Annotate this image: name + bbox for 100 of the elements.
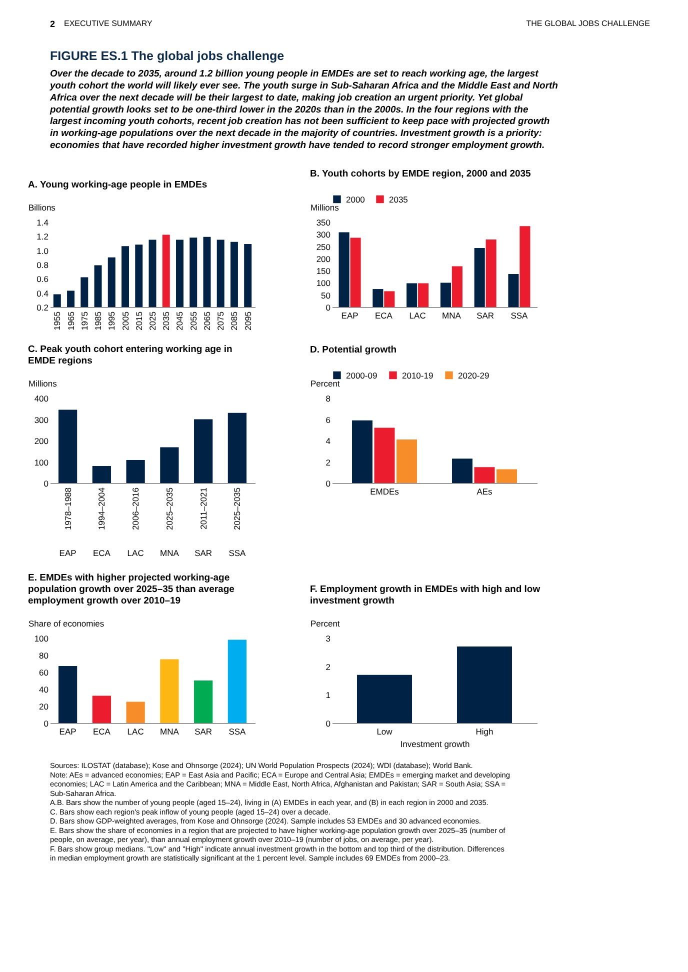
x-tick-label: 1975 — [79, 311, 90, 330]
x-tick-label: 2035 — [161, 311, 172, 330]
y-tick-label: 0 — [326, 478, 331, 488]
y-tick-label: 3 — [326, 634, 331, 644]
bar — [58, 666, 78, 723]
bar — [194, 680, 213, 723]
chart-title: C. Peak youth cohort entering working age in EMDE regions — [28, 344, 232, 366]
bar — [228, 412, 247, 483]
bar — [452, 458, 472, 483]
x-tick-label: 1995 — [106, 311, 117, 330]
x-tick-label: MNA — [442, 310, 462, 320]
x-tick-label: EMDEs — [370, 486, 399, 496]
bar — [508, 274, 519, 307]
y-tick-label: 2 — [326, 662, 331, 672]
y-axis-title: Billions — [28, 202, 56, 212]
y-tick-label: 1 — [326, 690, 331, 700]
y-tick-label: 1.4 — [36, 218, 49, 228]
y-axis-title: Millions — [28, 378, 57, 388]
x-tick-label: SAR — [194, 726, 212, 736]
x-tick-label: 2055 — [188, 311, 198, 330]
x-tick-label: 2025–2035 — [164, 487, 174, 530]
y-tick-label: 1.0 — [36, 246, 49, 256]
y-tick-label: 200 — [316, 254, 331, 264]
x-tick-label: 1994–2004 — [96, 487, 107, 530]
y-tick-label: 0 — [44, 718, 49, 728]
bar — [418, 283, 429, 307]
y-tick-label: 40 — [39, 684, 49, 694]
chart-title: D. Potential growth — [310, 344, 397, 356]
x-tick-label: 2065 — [202, 311, 212, 330]
x-tick-label: ECA — [374, 310, 393, 320]
y-tick-label: 60 — [39, 668, 49, 678]
x-tick-label: SSA — [510, 310, 528, 320]
text: ECA — [92, 548, 111, 558]
text: SAR — [194, 548, 212, 558]
x-tick-label: 2025 — [148, 311, 158, 330]
y-tick-label: 350 — [316, 218, 331, 228]
x-tick-label: 1965 — [66, 311, 76, 330]
chart-title: F. Employment growth in EMDEs with high and low investment growth — [310, 584, 541, 606]
y-tick-label: 1.2 — [36, 232, 49, 242]
text: 2 — [50, 19, 56, 29]
chart-title: A. Young working-age people in EMDEs — [28, 180, 208, 190]
y-tick-label: 0.6 — [36, 274, 49, 284]
bar — [160, 659, 179, 723]
y-tick-label: 0 — [326, 302, 331, 312]
x-tick-label: 1955 — [52, 311, 62, 330]
bar — [228, 640, 247, 723]
bar — [474, 467, 495, 483]
x-tick-label: 2085 — [229, 311, 240, 330]
y-axis-title: Share of economies — [28, 618, 104, 628]
x-tick-label: LAC — [127, 726, 144, 736]
x-tick-label: ECA — [92, 726, 111, 736]
text: Over the decade to 2035, around 1.2 billion young people in EMDEs are set to reach working age, the largest youth cohort the world will likely ever see. The youth surge in Sub-Saharan Africa and the Middle East and North Africa over the next decade will be their largest to date, making job creation an urgent priority. Yet global potential growth looks set to be one-third lower in the 2020s than in the 2000s. In the four regions with the largest incoming youth cohorts, recent job creation has not been sufficient to keep pace with projected growth in working-age populations over the next decade in the majority of countries. Investment growth is a priority: economies that have recorded higher investment growth have tended to record stronger employment growth. — [49, 68, 558, 151]
bar — [452, 266, 462, 307]
bar — [338, 232, 350, 307]
y-axis-title: Percent — [310, 618, 340, 628]
bar — [350, 238, 361, 307]
x-tick-label: 1985 — [93, 311, 104, 330]
y-tick-label: 6 — [326, 414, 331, 425]
x-tick-label: SAR — [476, 310, 494, 320]
legend-label: 2000 — [346, 194, 366, 204]
legend-label: 2020-29 — [458, 370, 490, 380]
y-tick-label: 20 — [39, 702, 49, 712]
x-tick-label: MNA — [160, 726, 180, 736]
y-tick-label: 0.4 — [36, 288, 49, 298]
chart-title: B. Youth cohorts by EMDE region, 2000 and 2035 — [310, 168, 532, 180]
x-tick-label: High — [476, 726, 494, 736]
text: FIGURE ES.1 The global jobs challenge — [50, 49, 284, 63]
bar — [372, 289, 384, 307]
x-tick-label: 2005 — [120, 311, 130, 330]
bar — [160, 447, 179, 483]
x-tick-label: EAP — [341, 310, 359, 320]
bar — [406, 283, 418, 307]
y-tick-label: 4 — [326, 436, 331, 446]
y-tick-label: 8 — [326, 394, 331, 404]
y-tick-label: 50 — [321, 290, 331, 300]
bar — [374, 428, 395, 483]
x-tick-label: 1978–1988 — [62, 487, 73, 530]
x-tick-label: 2095 — [242, 311, 253, 330]
legend-label: 2035 — [389, 194, 408, 204]
y-tick-label: 0 — [326, 718, 331, 728]
y-tick-label: 400 — [34, 394, 49, 404]
legend-label: 2010-19 — [402, 370, 434, 380]
bar — [194, 419, 213, 483]
x-tick-label: 2011–2021 — [198, 487, 208, 530]
bar — [440, 282, 451, 307]
bar — [486, 239, 496, 307]
x-tick-label: Low — [376, 726, 394, 736]
text: LAC — [127, 548, 144, 558]
y-tick-label: 0.2 — [36, 302, 49, 312]
y-tick-label: 100 — [34, 457, 49, 468]
bar — [352, 420, 372, 483]
x-tick-label: 2015 — [134, 311, 144, 330]
y-tick-label: 300 — [34, 414, 49, 425]
x-tick-label: EAP — [59, 726, 77, 736]
bar — [474, 248, 485, 307]
y-axis-title: Millions — [310, 202, 339, 212]
y-tick-label: 0 — [44, 478, 49, 488]
x-tick-label: 2045 — [174, 311, 185, 330]
bar — [92, 696, 111, 723]
y-tick-label: 80 — [39, 650, 49, 660]
